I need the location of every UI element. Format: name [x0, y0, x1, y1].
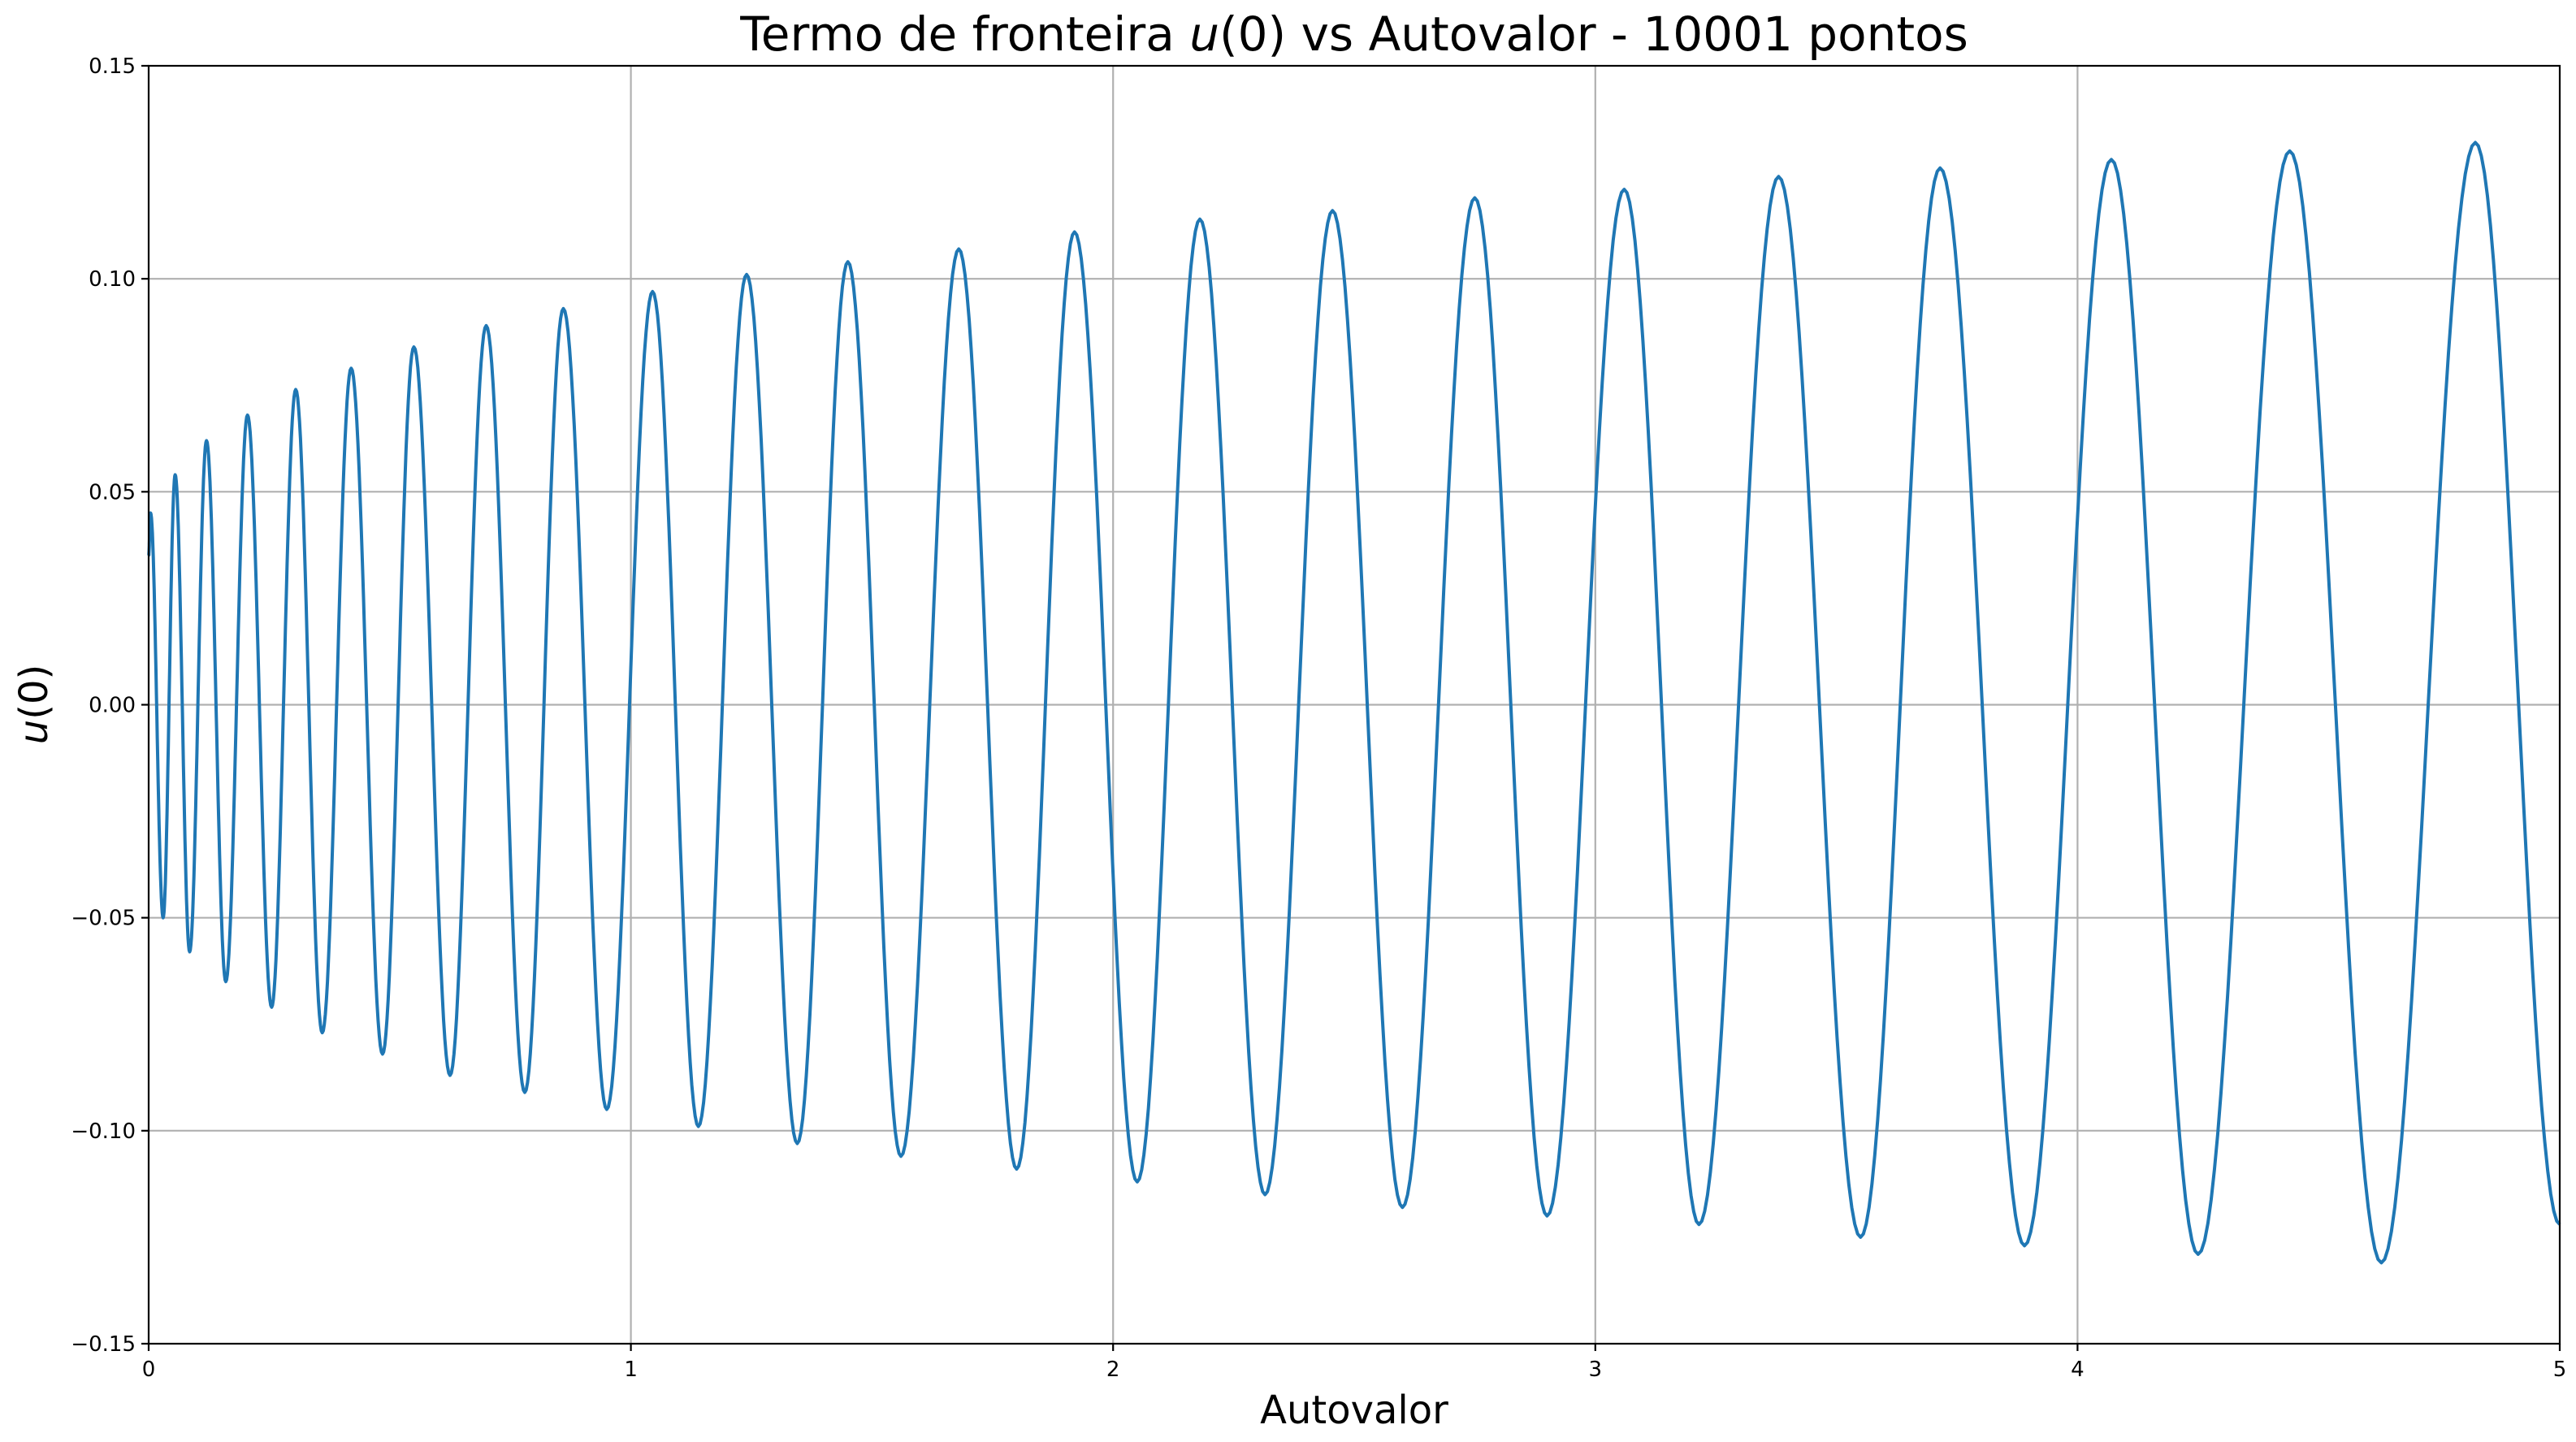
y-tick-label: −0.10: [71, 1119, 136, 1144]
y-axis-label-symbol: u: [11, 720, 57, 744]
chart-title-symbol: u: [1189, 6, 1219, 62]
y-tick-label: 0.05: [89, 480, 136, 504]
chart-title-prefix: Termo de fronteira: [739, 6, 1189, 62]
y-tick-label: −0.05: [71, 907, 136, 931]
y-tick-label: 0.00: [89, 694, 136, 718]
y-tick-label: −0.15: [71, 1332, 136, 1357]
y-tick-label: 0.15: [89, 54, 136, 79]
x-tick-label: 5: [2553, 1358, 2567, 1382]
x-tick-label: 4: [2071, 1358, 2085, 1382]
chart-title: Termo de fronteira u(0) vs Autovalor - 1…: [739, 6, 1968, 62]
x-tick-label: 1: [624, 1358, 638, 1382]
y-axis-label-suffix: (0): [11, 665, 57, 720]
x-tick-label: 3: [1589, 1358, 1603, 1382]
y-axis-label: u(0): [11, 665, 57, 744]
series-line: [147, 141, 2561, 1265]
plot-area: [147, 141, 2561, 1265]
chart-title-suffix: (0) vs Autovalor - 10001 pontos: [1219, 6, 1968, 62]
y-tick-label: 0.10: [89, 267, 136, 292]
x-tick-label: 0: [142, 1358, 156, 1382]
x-axis-label: Autovalor: [1260, 1388, 1448, 1433]
x-tick-label: 2: [1106, 1358, 1120, 1382]
axis-ticks: 0 1 2 3 4 5 −0.15 −0.10 −0.05 0.00 0.05 0.10 0.15: [71, 54, 2566, 1382]
grid-lines: [149, 66, 2560, 1344]
